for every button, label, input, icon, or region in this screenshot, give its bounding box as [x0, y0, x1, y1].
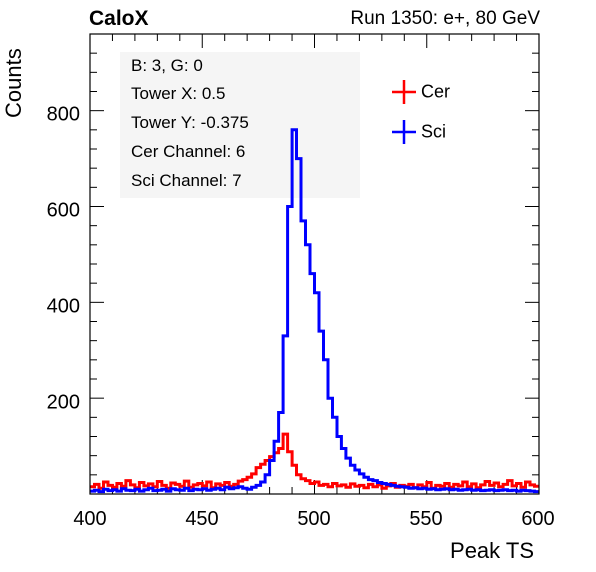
series-sci-line — [90, 128, 539, 494]
x-tick-label: 450 — [185, 508, 219, 530]
y-tick-label: 600 — [46, 199, 80, 222]
y-tick-label: 200 — [46, 391, 80, 414]
x-tick-label: 600 — [521, 508, 555, 530]
info-line: Tower Y: -0.375 — [131, 113, 249, 132]
series-layer — [90, 128, 539, 494]
x-axis-label: Peak TS — [450, 538, 534, 563]
y-tick-label: 800 — [46, 103, 80, 126]
x-tick-label: 400 — [73, 508, 107, 530]
experiment-title: CaloX — [89, 7, 149, 30]
legend-cer-marker — [392, 80, 416, 104]
legend-cer-label: Cer — [421, 81, 451, 102]
legend-sci-marker — [392, 120, 416, 144]
info-line: B: 3, G: 0 — [131, 56, 203, 75]
info-line: Sci Channel: 7 — [131, 171, 242, 190]
series-cer-line — [90, 432, 539, 490]
y-axis-label: Counts — [1, 48, 26, 118]
x-tick-label: 550 — [409, 508, 443, 530]
y-tick-label: 400 — [46, 295, 80, 318]
info-box — [120, 52, 360, 198]
plot-frame — [89, 33, 540, 495]
info-line: Tower X: 0.5 — [131, 84, 226, 103]
run-info: Run 1350: e+, 80 GeV — [350, 8, 540, 29]
x-tick-label: 500 — [297, 508, 331, 530]
info-line: Cer Channel: 6 — [131, 142, 246, 161]
legend-sci-label: Sci — [421, 121, 447, 142]
